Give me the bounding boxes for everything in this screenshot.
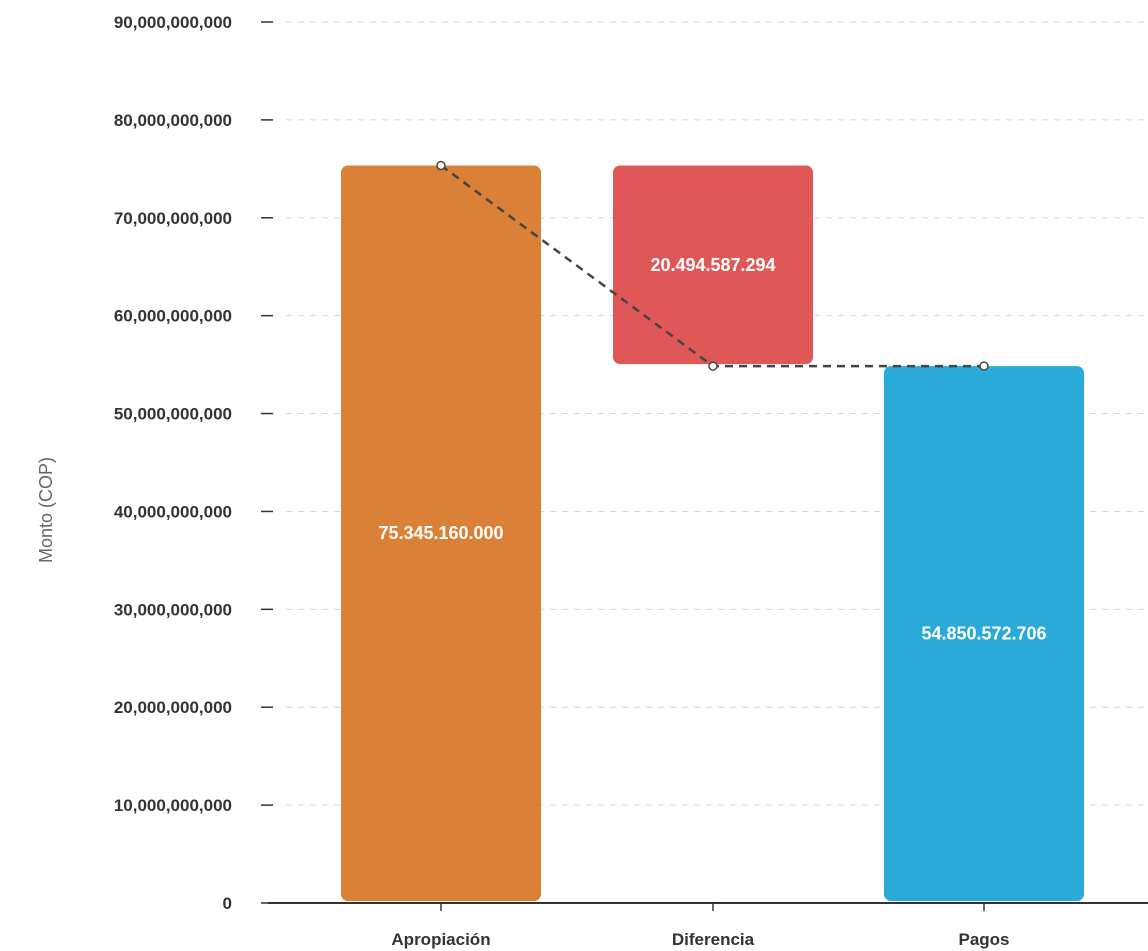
y-tick-label: 10,000,000,000 — [114, 796, 232, 815]
y-tick-label: 0 — [223, 894, 232, 913]
x-tick-label: Apropiación — [391, 930, 490, 949]
y-tick-label: 80,000,000,000 — [114, 111, 232, 130]
connector-point — [979, 361, 989, 371]
bar-apropiacion — [341, 165, 541, 902]
y-tick-label: 40,000,000,000 — [114, 502, 232, 521]
bar-diferencia — [613, 165, 813, 365]
y-tick-label: 90,000,000,000 — [114, 13, 232, 32]
x-axis: Apropiación Diferencia Pagos — [391, 903, 1010, 949]
x-tick-label: Diferencia — [672, 930, 755, 949]
bars — [341, 165, 1084, 902]
bar-value-label: 54.850.572.706 — [921, 624, 1046, 644]
y-tick-label: 60,000,000,000 — [114, 307, 232, 326]
bar-labels: 75.345.160.000 20.494.587.294 54.850.572.7… — [378, 255, 1046, 644]
y-tick-label: 50,000,000,000 — [114, 405, 232, 424]
y-axis-title: Monto (COP) — [36, 457, 56, 563]
connector-line — [436, 160, 989, 371]
y-tick-label: 70,000,000,000 — [114, 209, 232, 228]
connector-point — [436, 160, 446, 171]
bar-value-label: 20.494.587.294 — [650, 255, 775, 275]
connector-point — [708, 361, 718, 371]
bar-value-label: 75.345.160.000 — [378, 523, 503, 543]
y-tick-label: 30,000,000,000 — [114, 600, 232, 619]
y-tick-label: 20,000,000,000 — [114, 698, 232, 717]
x-tick-label: Pagos — [958, 930, 1009, 949]
bar-pagos — [884, 366, 1084, 901]
y-axis: 0 10,000,000,000 20,000,000,000 30,000,000,… — [114, 13, 1148, 913]
